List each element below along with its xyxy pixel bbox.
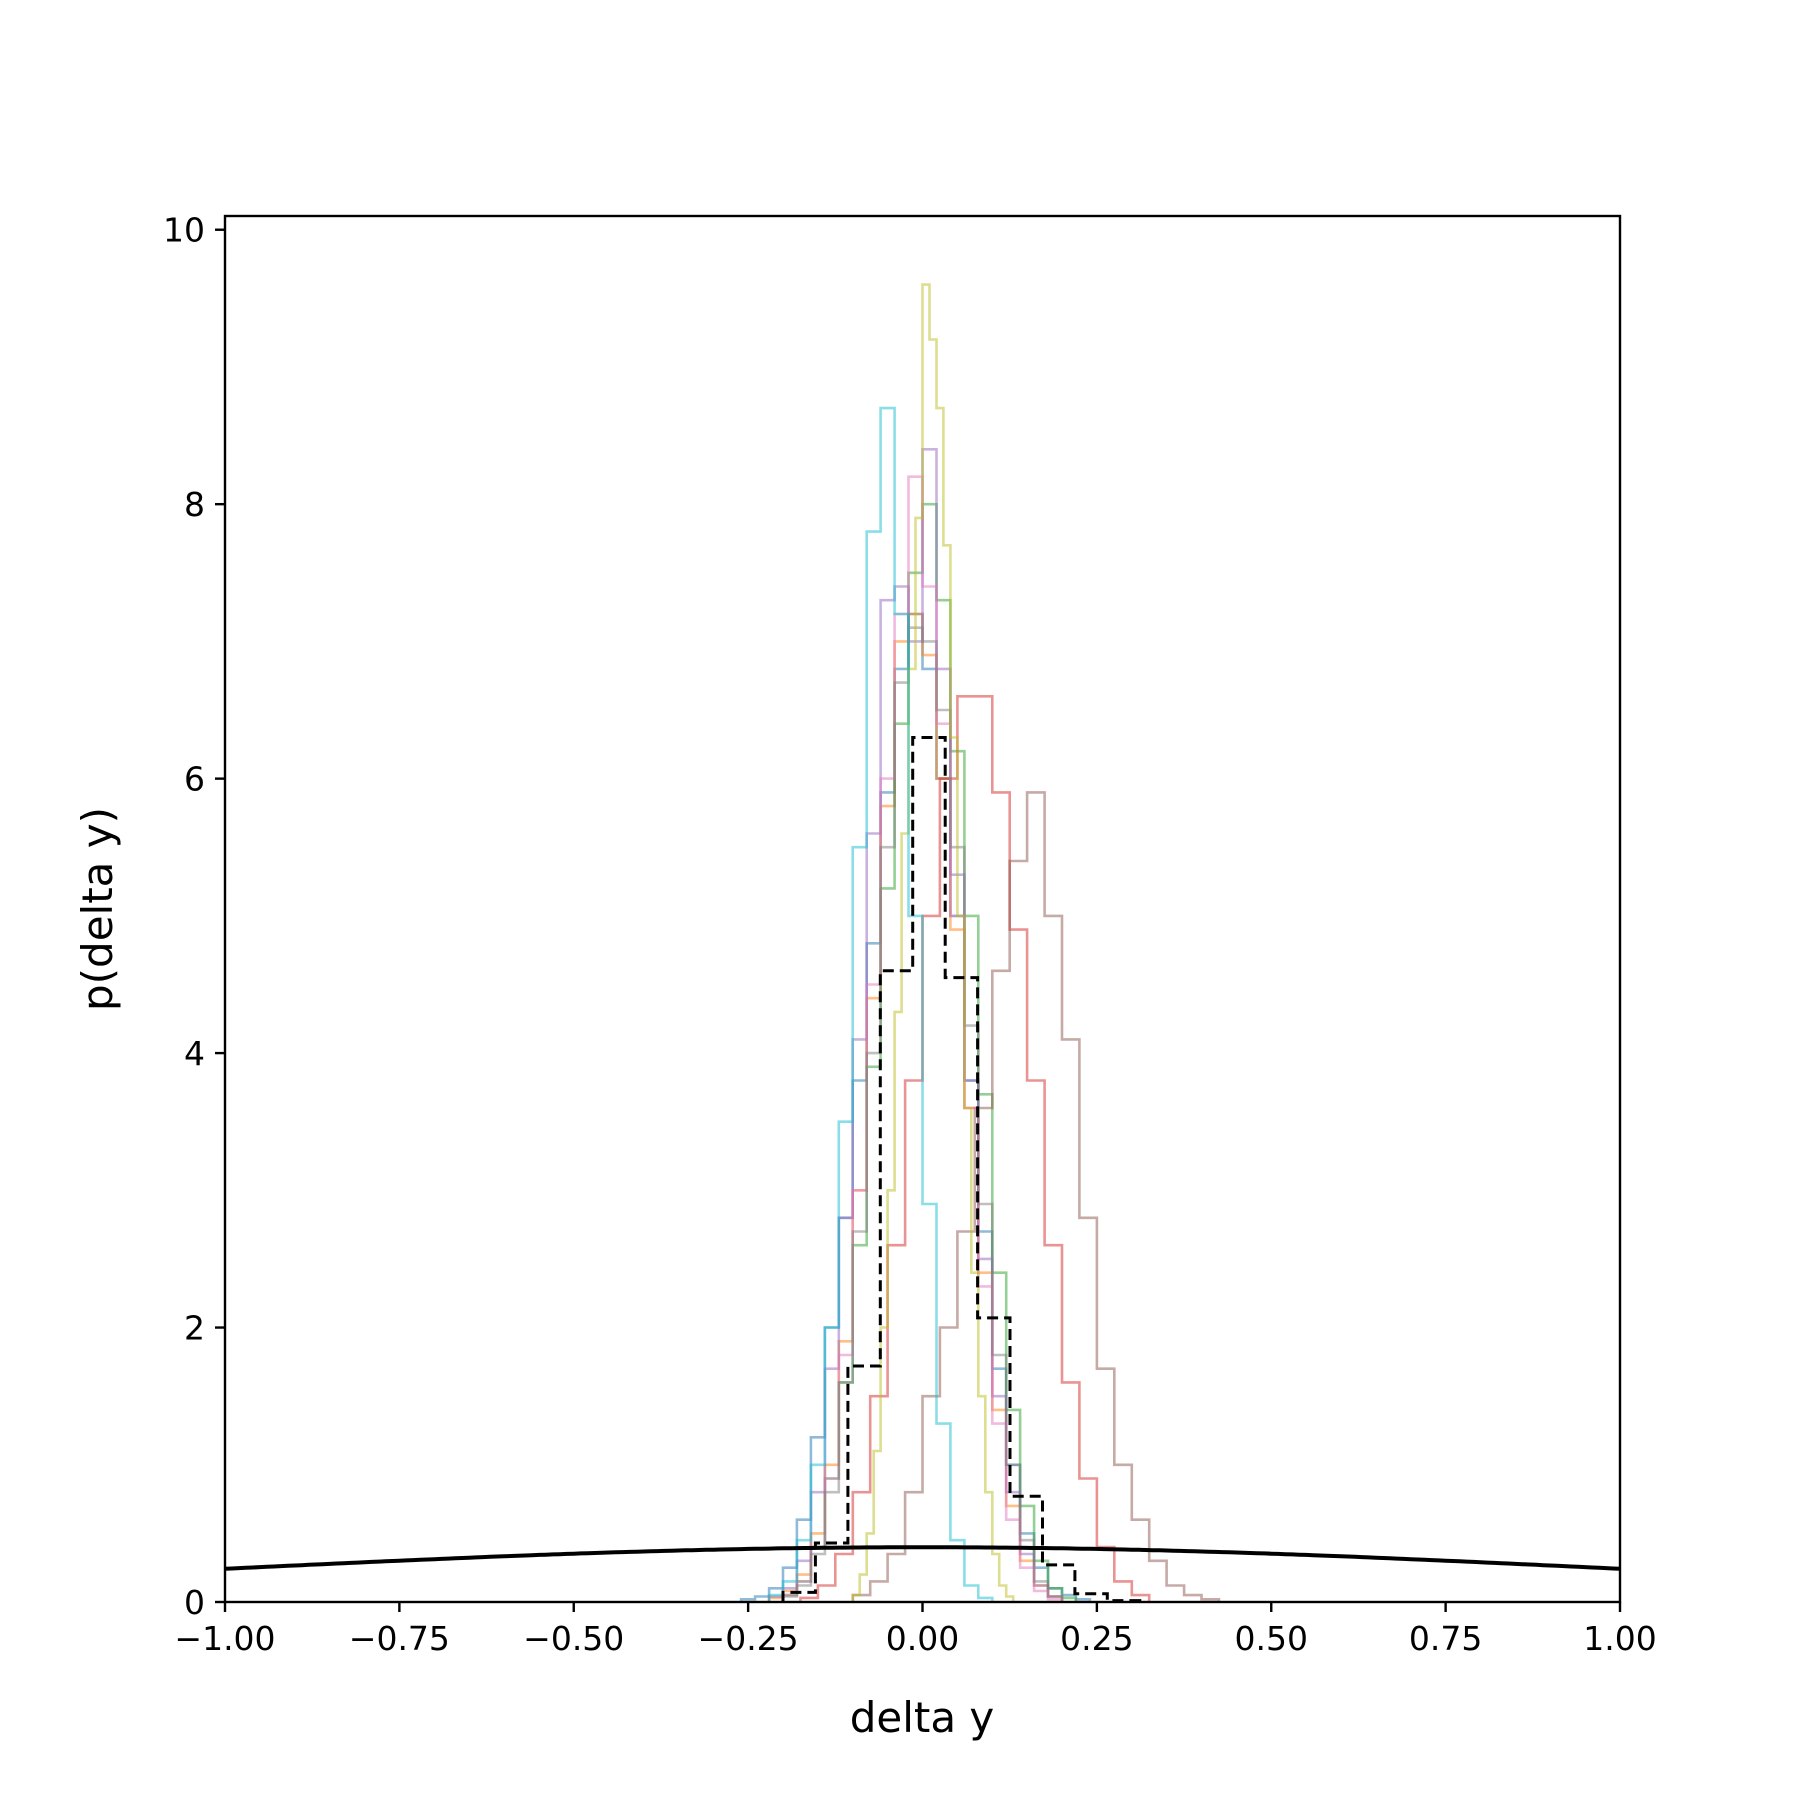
x-tick-label: 0.50	[1235, 1619, 1308, 1658]
y-tick-label: 4	[184, 1034, 205, 1073]
x-tick-label: −1.00	[174, 1619, 275, 1658]
histogram-layer	[739, 283, 1221, 1603]
histogram-series-4	[799, 695, 1151, 1602]
y-axis-label: p(delta y)	[73, 807, 122, 1011]
x-axis-label: delta y	[850, 1693, 995, 1742]
histogram-series-8	[781, 626, 1064, 1602]
y-tick-label: 2	[184, 1309, 205, 1348]
x-tick-label: 0.75	[1409, 1619, 1482, 1658]
histogram-series-11	[781, 736, 1142, 1603]
histogram-series-2	[767, 612, 1064, 1602]
y-tick-label: 10	[163, 211, 205, 250]
x-axis-ticks: −1.00 −0.75 −0.50 −0.25 0.00 0.25 0.50 0.75 1.00	[174, 1602, 1657, 1658]
x-tick-label: 1.00	[1583, 1619, 1656, 1658]
gaussian-curve	[224, 1545, 1621, 1571]
y-axis-ticks: 0 2 4 6 8 10	[163, 211, 225, 1622]
x-tick-label: 0.25	[1060, 1619, 1133, 1658]
x-tick-label: −0.75	[349, 1619, 450, 1658]
y-tick-label: 6	[184, 760, 205, 799]
histogram-series-10	[767, 406, 994, 1602]
x-tick-label: 0.00	[886, 1619, 959, 1658]
y-tick-label: 8	[184, 485, 205, 524]
histogram-series-6	[851, 791, 1221, 1602]
x-tick-label: −0.25	[698, 1619, 799, 1658]
histogram-series-9	[851, 283, 1015, 1602]
histogram-series-1	[739, 612, 1092, 1602]
y-tick-label: 0	[184, 1583, 205, 1622]
x-tick-label: −0.50	[523, 1619, 624, 1658]
